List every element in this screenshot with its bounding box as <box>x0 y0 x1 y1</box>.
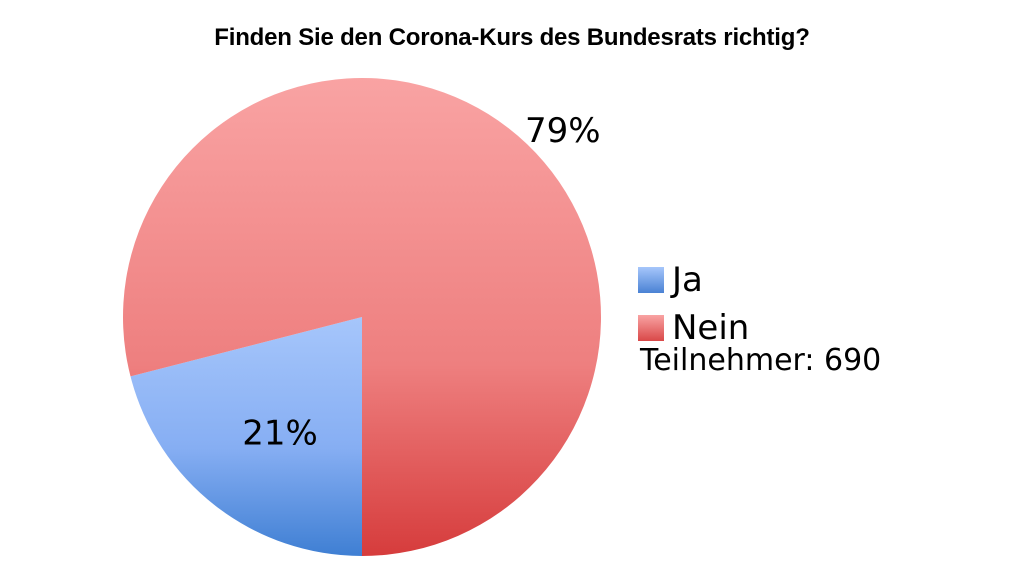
participants-note: Teilnehmer: 690 <box>640 343 881 378</box>
participants-label: Teilnehmer: <box>640 343 815 378</box>
legend-swatch-nein <box>638 315 664 341</box>
legend-label-nein: Nein <box>672 308 750 348</box>
pie-slice-ja <box>130 317 362 556</box>
participants-count: 690 <box>823 343 882 378</box>
chart-title: Finden Sie den Corona-Kurs des Bundesrat… <box>214 24 810 51</box>
legend-item-ja: Ja <box>638 256 998 304</box>
legend-swatch-ja <box>638 267 664 293</box>
legend: Ja Nein <box>638 256 998 352</box>
legend-item-nein: Nein <box>638 304 998 352</box>
slice-label-nein: 79% <box>525 111 601 151</box>
slice-label-ja: 21% <box>242 414 318 454</box>
legend-label-ja: Ja <box>672 260 703 300</box>
pie-slice-nein <box>122 77 601 556</box>
